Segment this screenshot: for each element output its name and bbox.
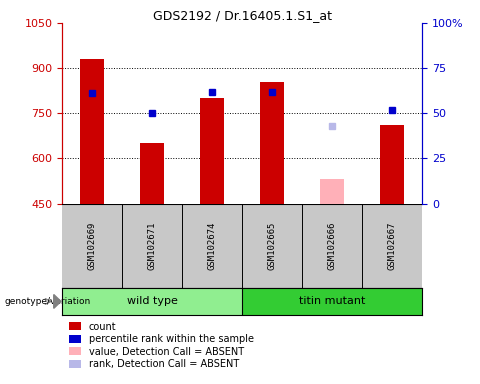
Bar	[242, 288, 422, 315]
Text: GSM102671: GSM102671	[148, 222, 157, 270]
Text: GSM102674: GSM102674	[208, 222, 217, 270]
Bar	[140, 143, 164, 204]
Bar	[321, 179, 344, 204]
Bar	[81, 59, 105, 204]
Text: GSM102666: GSM102666	[328, 222, 337, 270]
Text: wild type: wild type	[127, 296, 178, 306]
Text: genotype/variation: genotype/variation	[5, 297, 91, 306]
Bar	[201, 98, 225, 204]
Text: GSM102667: GSM102667	[388, 222, 397, 270]
Text: GSM102669: GSM102669	[88, 222, 97, 270]
Text: GSM102665: GSM102665	[268, 222, 277, 270]
Legend: count, percentile rank within the sample, value, Detection Call = ABSENT, rank, : count, percentile rank within the sample…	[67, 320, 255, 371]
Bar	[62, 288, 242, 315]
Text: titin mutant: titin mutant	[299, 296, 366, 306]
Title: GDS2192 / Dr.16405.1.S1_at: GDS2192 / Dr.16405.1.S1_at	[153, 9, 332, 22]
Bar	[260, 82, 284, 204]
Bar	[380, 125, 404, 204]
